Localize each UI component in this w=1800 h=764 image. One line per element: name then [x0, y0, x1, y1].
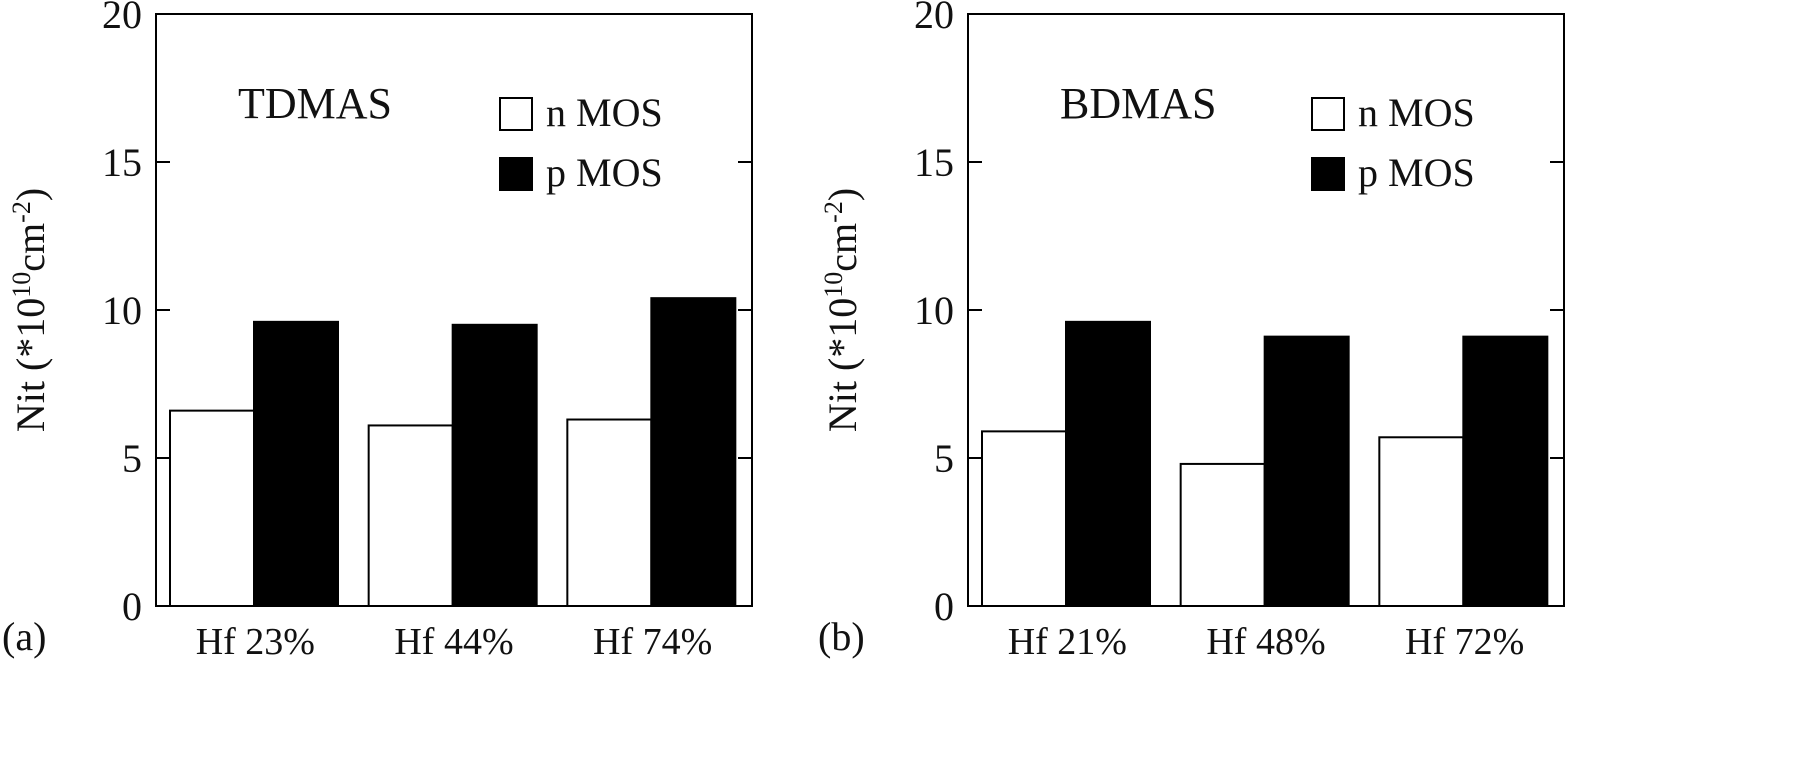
bar-n-mos-3	[566, 418, 653, 607]
legend-swatch-n-mos	[1311, 97, 1345, 131]
y-tick-label: 5	[122, 436, 142, 481]
y-tick-label: 10	[102, 288, 142, 333]
bar-n-mos-1	[169, 409, 255, 608]
y-tick-label: 15	[914, 140, 954, 185]
bar-p-mos-2	[1263, 335, 1350, 607]
bar-p-mos-2	[451, 323, 538, 607]
y-axis-label: Nit (*1010cm-2)	[819, 188, 866, 432]
x-tick-label: Hf 21%	[1008, 621, 1127, 663]
panel-letter: (a)	[2, 614, 46, 659]
bar-n-mos-2	[1179, 462, 1266, 608]
y-tick-label: 0	[934, 584, 954, 629]
x-tick-label: Hf 23%	[196, 621, 315, 663]
y-tick-label: 20	[102, 0, 142, 37]
legend-label: n MOS	[1358, 90, 1475, 135]
legend-label: p MOS	[1358, 150, 1475, 195]
y-axis-label: Nit (*1010cm-2)	[7, 188, 54, 432]
bar-p-mos-1	[253, 320, 339, 607]
x-tick-label: Hf 44%	[394, 621, 513, 663]
legend-label: n MOS	[546, 90, 663, 135]
x-tick-label: Hf 74%	[593, 621, 712, 663]
legend-label: p MOS	[546, 150, 663, 195]
legend-swatch-p-mos	[499, 157, 533, 191]
y-tick-label: 5	[934, 436, 954, 481]
bar-n-mos-2	[367, 424, 454, 607]
bar-p-mos-3	[1462, 335, 1549, 607]
y-tick-label: 10	[914, 288, 954, 333]
x-tick-label: Hf 72%	[1405, 621, 1524, 663]
chart-panel-b: Hf 21% Hf 48% Hf 72% 0 5 10 15 20 Nit (*1010cm-2…	[818, 0, 1565, 663]
bar-p-mos-3	[650, 297, 737, 607]
y-tick-label: 0	[122, 584, 142, 629]
chart-panel-a: Hf 23% Hf 44% Hf 74% 0 5 10 15 20 Nit (*1010cm-2…	[2, 0, 753, 663]
legend-swatch-n-mos	[499, 97, 533, 131]
y-tick-label: 20	[914, 0, 954, 37]
panel-letter: (b)	[818, 614, 865, 659]
bar-n-mos-1	[981, 430, 1067, 607]
y-tick-label: 15	[102, 140, 142, 185]
panel-title: BDMAS	[1060, 79, 1217, 128]
legend-swatch-p-mos	[1311, 157, 1345, 191]
panel-title: TDMAS	[238, 79, 392, 128]
bar-p-mos-1	[1065, 320, 1151, 607]
x-tick-label: Hf 48%	[1206, 621, 1325, 663]
bar-n-mos-3	[1378, 436, 1465, 607]
